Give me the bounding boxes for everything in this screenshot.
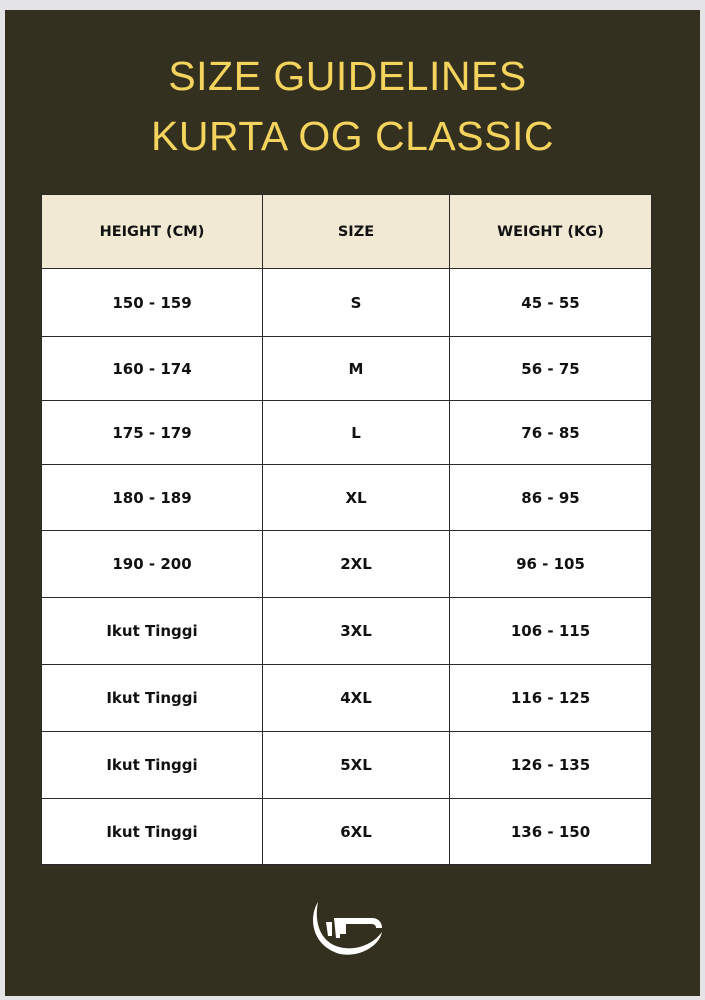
- table-row: Ikut Tinggi 3XL 106 - 115: [41, 597, 652, 665]
- table-row: 150 - 159 S 45 - 55: [41, 268, 652, 337]
- cell-size: L: [262, 400, 450, 465]
- cell-weight: 116 - 125: [449, 664, 652, 732]
- table-row: Ikut Tinggi 6XL 136 - 150: [41, 798, 652, 865]
- cell-weight: 56 - 75: [449, 336, 652, 401]
- table-row: 190 - 200 2XL 96 - 105: [41, 530, 652, 598]
- cell-size: 6XL: [262, 798, 450, 865]
- cell-height: Ikut Tinggi: [41, 731, 263, 799]
- cell-size: M: [262, 336, 450, 401]
- cell-weight: 106 - 115: [449, 597, 652, 665]
- table-row: Ikut Tinggi 5XL 126 - 135: [41, 731, 652, 799]
- cell-size: 2XL: [262, 530, 450, 598]
- cell-weight: 45 - 55: [449, 268, 652, 337]
- header-weight: WEIGHT (KG): [449, 194, 652, 269]
- cell-height: 180 - 189: [41, 464, 263, 531]
- table-row: 180 - 189 XL 86 - 95: [41, 464, 652, 531]
- cell-size: S: [262, 268, 450, 337]
- brand-logo-icon: [313, 902, 382, 955]
- table-row: Ikut Tinggi 4XL 116 - 125: [41, 664, 652, 732]
- cell-size: 5XL: [262, 731, 450, 799]
- cell-height: Ikut Tinggi: [41, 664, 263, 732]
- table-row: 160 - 174 M 56 - 75: [41, 336, 652, 401]
- cell-size: 4XL: [262, 664, 450, 732]
- cell-weight: 86 - 95: [449, 464, 652, 531]
- header-height: HEIGHT (CM): [41, 194, 263, 269]
- table-row: 175 - 179 L 76 - 85: [41, 400, 652, 465]
- cell-size: XL: [262, 464, 450, 531]
- cell-weight: 126 - 135: [449, 731, 652, 799]
- size-table: HEIGHT (CM) SIZE WEIGHT (KG) 150 - 159 S 4…: [41, 194, 652, 865]
- page-title: SIZE GUIDELINES: [168, 53, 527, 99]
- cell-height: Ikut Tinggi: [41, 597, 263, 665]
- cell-size: 3XL: [262, 597, 450, 665]
- table-header-row: HEIGHT (CM) SIZE WEIGHT (KG): [41, 194, 652, 269]
- header-size: SIZE: [262, 194, 450, 269]
- cell-height: 190 - 200: [41, 530, 263, 598]
- product-name: KURTA OG CLASSIC: [151, 113, 554, 159]
- cell-height: 160 - 174: [41, 336, 263, 401]
- cell-height: 150 - 159: [41, 268, 263, 337]
- cell-height: Ikut Tinggi: [41, 798, 263, 865]
- cell-weight: 96 - 105: [449, 530, 652, 598]
- cell-weight: 136 - 150: [449, 798, 652, 865]
- cell-height: 175 - 179: [41, 400, 263, 465]
- cell-weight: 76 - 85: [449, 400, 652, 465]
